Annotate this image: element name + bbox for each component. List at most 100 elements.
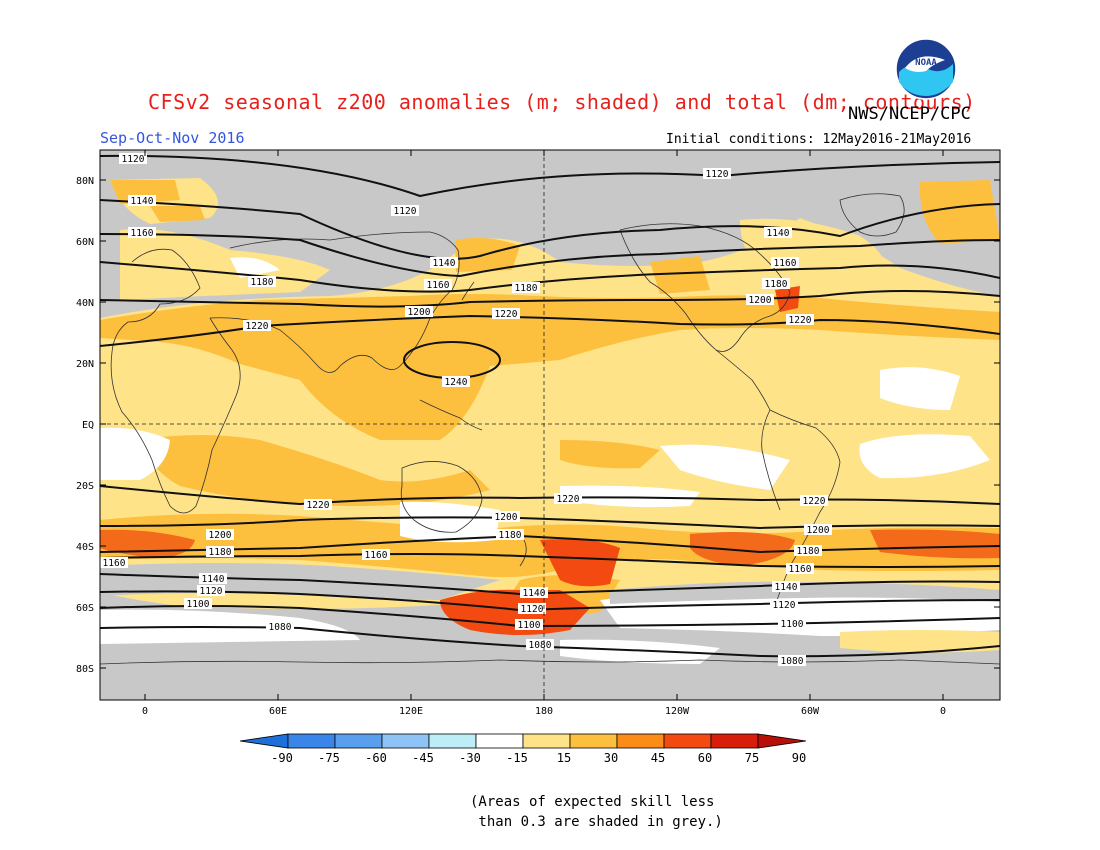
svg-text:1120: 1120 xyxy=(706,169,729,180)
contour-label: 1200 xyxy=(206,529,234,541)
svg-text:1200: 1200 xyxy=(749,295,772,306)
contour-label: 1200 xyxy=(804,524,832,536)
colorbar-segment xyxy=(381,733,430,749)
contour-label: 1120 xyxy=(119,153,147,165)
svg-text:1120: 1120 xyxy=(394,206,417,217)
colorbar-tick-label: -75 xyxy=(318,751,340,765)
colorbar-tick-label: 30 xyxy=(604,751,618,765)
svg-text:1240: 1240 xyxy=(445,377,468,388)
colorbar-arrow-right xyxy=(757,733,807,749)
contour-1220-sh xyxy=(100,485,1000,506)
lat-label: 60S xyxy=(76,603,94,614)
svg-text:1180: 1180 xyxy=(209,547,232,558)
skill-note: (Areas of expected skill less than 0.3 a… xyxy=(470,794,723,830)
colorbar-segment xyxy=(334,733,383,749)
contour-label: 1240 xyxy=(442,376,470,388)
contour-1160-nh xyxy=(100,233,1000,278)
reference-lines xyxy=(100,150,1000,700)
contour-label: 1220 xyxy=(786,314,814,326)
contour-1120-nh xyxy=(100,154,1000,198)
lat-ticks xyxy=(100,179,1000,669)
svg-text:1160: 1160 xyxy=(774,258,797,269)
contour-label: 1140 xyxy=(764,227,792,239)
shade-red-sh-2 xyxy=(440,589,590,635)
contour-label: 1200 xyxy=(492,511,520,523)
svg-text:1180: 1180 xyxy=(797,546,820,557)
svg-text:1220: 1220 xyxy=(803,496,826,507)
lon-label: 0 xyxy=(142,706,148,717)
lon-label: 180 xyxy=(535,706,553,717)
lon-label: 120W xyxy=(665,706,690,717)
shade-orange-nh xyxy=(100,294,1000,440)
contour-label: 1160 xyxy=(771,257,799,269)
contour-label: 1180 xyxy=(496,529,524,541)
lon-label: 60W xyxy=(801,706,820,717)
svg-text:1120: 1120 xyxy=(521,604,544,615)
lon-label: 0 xyxy=(940,706,946,717)
svg-text:1200: 1200 xyxy=(807,525,830,536)
lat-label: 20N xyxy=(76,359,94,370)
contour-label: 1080 xyxy=(778,655,806,667)
contour-label: 1120 xyxy=(518,603,546,615)
svg-text:1200: 1200 xyxy=(209,530,232,541)
svg-text:1080: 1080 xyxy=(781,656,804,667)
contour-label: 1080 xyxy=(526,639,554,651)
initial-conditions-label: Initial conditions: 12May2016-21May2016 xyxy=(666,132,972,147)
svg-text:1100: 1100 xyxy=(781,619,804,630)
svg-text:1180: 1180 xyxy=(499,530,522,541)
svg-text:NOAA: NOAA xyxy=(915,58,937,68)
contour-label: 1220 xyxy=(554,493,582,505)
contour-label: 1180 xyxy=(206,546,234,558)
svg-text:1100: 1100 xyxy=(187,599,210,610)
svg-text:1160: 1160 xyxy=(789,564,812,575)
svg-text:1140: 1140 xyxy=(202,574,225,585)
colorbar-tick-label: 75 xyxy=(745,751,759,765)
svg-text:1080: 1080 xyxy=(269,622,292,633)
contour-label: 1100 xyxy=(778,618,806,630)
contour-label: 1220 xyxy=(492,308,520,320)
colorbar-segment xyxy=(428,733,477,749)
contour-label: 1100 xyxy=(515,619,543,631)
contour-label: 1180 xyxy=(248,276,276,288)
svg-text:1140: 1140 xyxy=(131,196,154,207)
svg-text:1220: 1220 xyxy=(246,321,269,332)
colorbar-segment xyxy=(569,733,618,749)
colorbar-tick-label: 60 xyxy=(698,751,712,765)
contour-label: 1220 xyxy=(800,495,828,507)
svg-text:1160: 1160 xyxy=(131,228,154,239)
contour-1160-sh xyxy=(100,553,1000,568)
contour-label: 1140 xyxy=(199,573,227,585)
contour-label-group: 1120 1120 1120 1140 1140 1140 1160 1160 … xyxy=(100,153,832,667)
svg-text:1220: 1220 xyxy=(557,494,580,505)
contour-label: 1160 xyxy=(786,563,814,575)
lat-label: 20S xyxy=(76,481,94,492)
contour-label: 1140 xyxy=(772,581,800,593)
coastlines xyxy=(100,193,1000,665)
colorbar-segment xyxy=(710,733,759,749)
colorbar-segment xyxy=(287,733,336,749)
season-label: Sep-Oct-Nov 2016 xyxy=(100,129,245,147)
svg-text:1140: 1140 xyxy=(523,588,546,599)
lat-label: 80S xyxy=(76,664,94,675)
svg-text:1180: 1180 xyxy=(515,283,538,294)
height-contours xyxy=(100,154,1000,658)
svg-text:1200: 1200 xyxy=(408,307,431,318)
colorbar-tick-label: -90 xyxy=(271,751,293,765)
noaa-logo-icon: NOAA xyxy=(895,38,957,100)
contour-label: 1160 xyxy=(424,279,452,291)
contour-label: 1160 xyxy=(128,227,156,239)
contour-1200-sh xyxy=(100,516,1000,530)
contour-label: 1160 xyxy=(362,549,390,561)
colorbar-segment xyxy=(522,733,571,749)
svg-text:1220: 1220 xyxy=(307,500,330,511)
contour-label: 1100 xyxy=(184,598,212,610)
colorbar-tick-label: -45 xyxy=(412,751,434,765)
colorbar-tick-label: -15 xyxy=(506,751,528,765)
anomaly-shading xyxy=(100,178,1000,664)
contour-label: 1120 xyxy=(197,585,225,597)
svg-text:1120: 1120 xyxy=(773,600,796,611)
colorbar-segment xyxy=(616,733,665,749)
contour-label: 1200 xyxy=(746,294,774,306)
colorbar-tick-label: 90 xyxy=(792,751,806,765)
